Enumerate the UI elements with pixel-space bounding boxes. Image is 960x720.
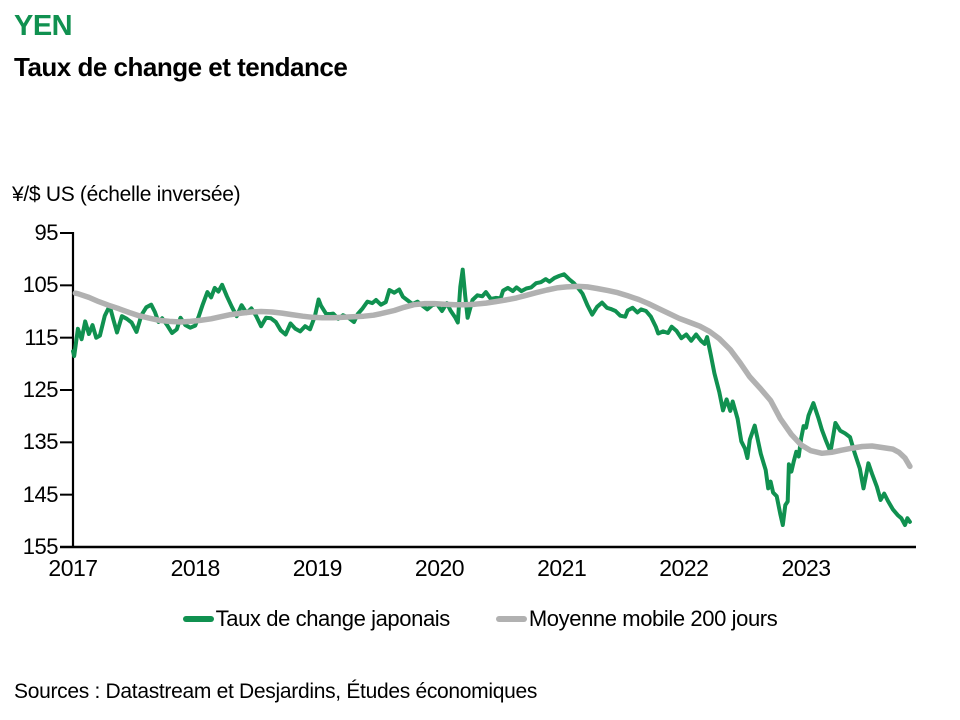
- y-tick-label: 95: [34, 220, 59, 245]
- legend-label-moving-average: Moyenne mobile 200 jours: [528, 606, 778, 631]
- y-tick-label: 125: [22, 377, 59, 402]
- x-tick-label: 2019: [292, 555, 343, 581]
- x-tick-label: 2020: [414, 555, 465, 581]
- legend: Taux de change japonais Moyenne mobile 2…: [0, 604, 960, 634]
- x-tick-label: 2022: [659, 555, 709, 581]
- legend-item-exchange-rate: Taux de change japonais: [182, 606, 451, 632]
- chart-title: YEN: [14, 10, 73, 42]
- y-tick-label: 135: [22, 429, 59, 455]
- y-tick-label: 145: [22, 481, 59, 507]
- y-axis-unit-label: ¥/$ US (échelle inversée): [12, 183, 241, 206]
- x-tick-label: 2023: [781, 555, 831, 581]
- legend-label-exchange-rate: Taux de change japonais: [215, 606, 451, 631]
- sources-note: Sources : Datastream et Desjardins, Étud…: [14, 680, 538, 703]
- exchange-rate-line: [71, 267, 912, 527]
- y-tick-label: 105: [22, 272, 59, 298]
- gray-line-swatch-icon: [495, 616, 527, 622]
- green-line-swatch-icon: [182, 616, 214, 622]
- x-tick-label: 2017: [48, 555, 98, 581]
- legend-item-moving-average: Moyenne mobile 200 jours: [495, 606, 778, 632]
- x-tick-label: 2021: [537, 555, 587, 581]
- x-tick-label: 2018: [170, 555, 221, 581]
- y-tick-label: 115: [24, 324, 58, 350]
- chart-subtitle: Taux de change et tendance: [14, 52, 348, 82]
- y-tick-label: 155: [22, 534, 59, 559]
- moving-average-line: [72, 283, 913, 470]
